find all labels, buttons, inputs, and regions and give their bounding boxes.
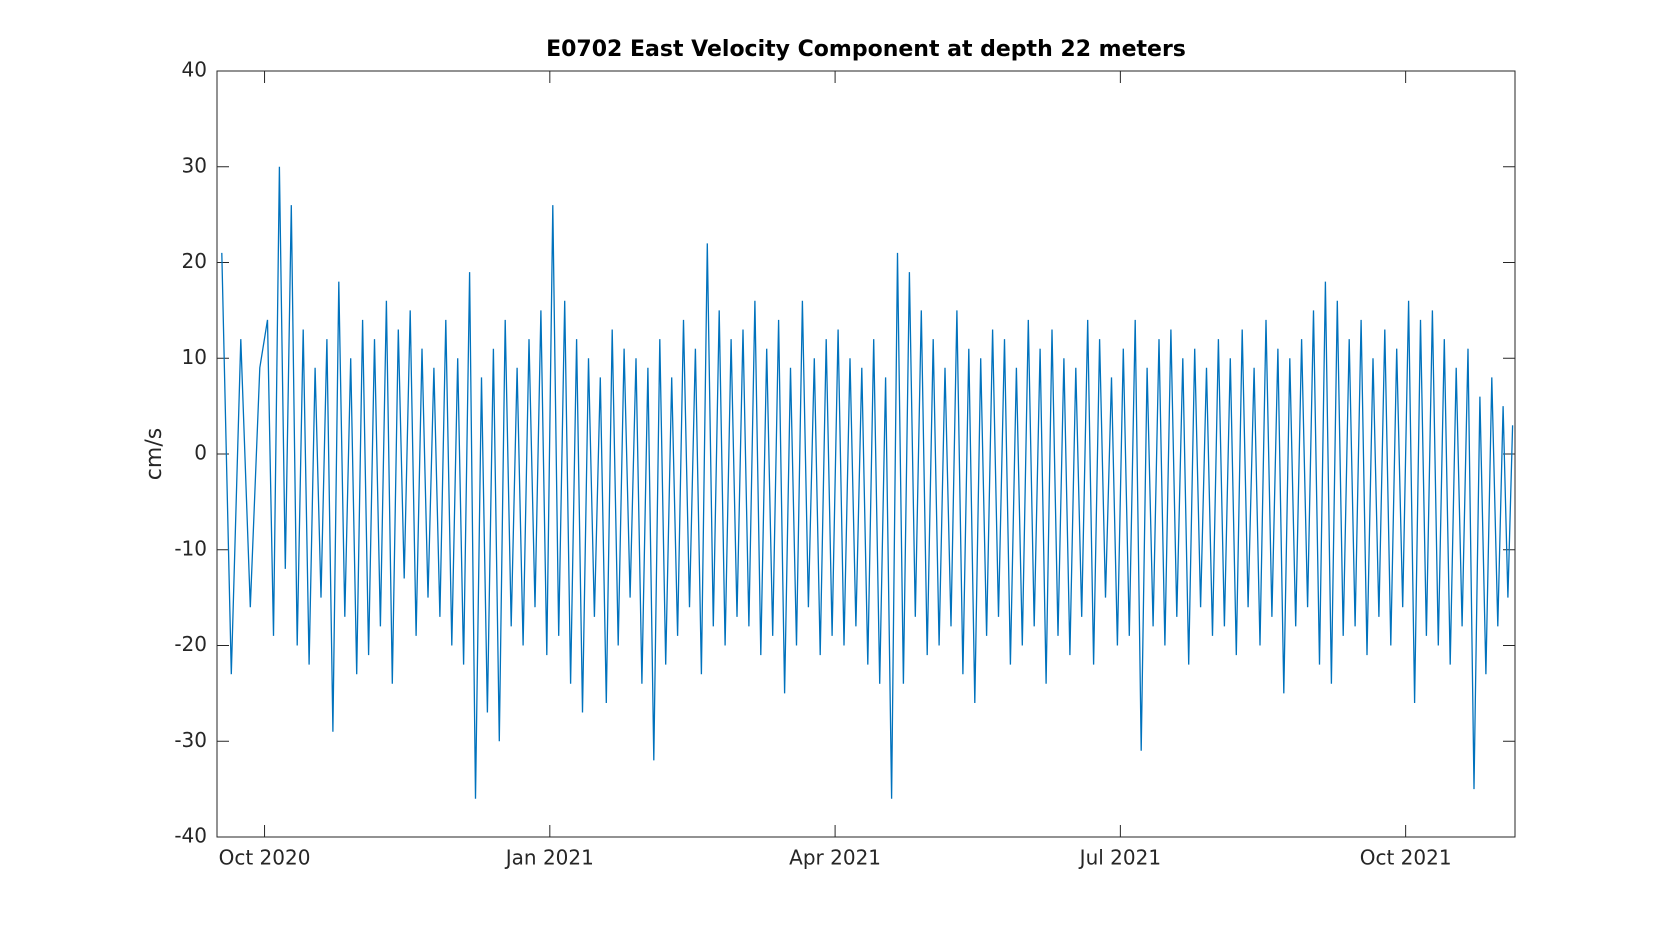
x-tick-label: Oct 2020: [219, 846, 311, 870]
x-tick-label: Jan 2021: [504, 846, 594, 870]
plot-frame: [216, 70, 1516, 838]
y-tick-label: 40: [182, 58, 207, 82]
y-tick-label: 30: [182, 153, 207, 177]
y-tick-label: -30: [174, 728, 207, 752]
y-tick-label: 0: [194, 441, 207, 465]
y-axis-label: cm/s: [142, 428, 167, 480]
x-tick-label: Jul 2021: [1078, 846, 1161, 870]
y-tick-label: -40: [174, 824, 207, 848]
y-tick-label: 10: [182, 345, 207, 369]
chart-title: E0702 East Velocity Component at depth 2…: [546, 37, 1186, 62]
y-tick-label: -10: [174, 536, 207, 560]
y-tick-label: -20: [174, 632, 207, 656]
data-line: [221, 166, 1514, 799]
y-tick-label: 20: [182, 249, 207, 273]
x-tick-label: Oct 2021: [1360, 846, 1452, 870]
x-tick-label: Apr 2021: [789, 846, 881, 870]
